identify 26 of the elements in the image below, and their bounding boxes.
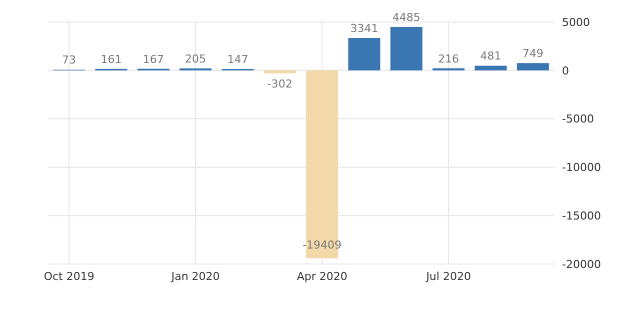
data-label: 205 [185,52,206,66]
x-tick-label: Jul 2020 [425,270,471,283]
bar [264,70,296,74]
data-label: 216 [438,52,460,66]
x-tick-label: Jan 2020 [170,270,220,283]
data-label: 749 [522,47,544,60]
data-label: 4485 [392,10,420,24]
x-tick-label: Apr 2020 [296,270,348,283]
y-tick-label: -20000 [562,258,601,271]
y-tick-label: 5000 [562,16,590,29]
y-tick-label: -5000 [562,112,594,126]
data-label: 481 [480,50,502,63]
bar [516,63,549,70]
y-tick-label: 0 [562,64,569,78]
bar [474,66,507,70]
data-label: 167 [142,52,164,66]
bar [390,26,422,70]
data-label: 161 [100,52,122,66]
x-tick-label: Oct 2019 [44,270,94,283]
data-label: 3341 [350,22,378,36]
bar [348,38,380,70]
data-label: 73 [62,54,76,67]
data-label: -302 [267,77,292,90]
y-tick-label: -15000 [562,210,601,223]
y-tick-label: -10000 [562,161,601,174]
data-label: 147 [227,52,248,66]
